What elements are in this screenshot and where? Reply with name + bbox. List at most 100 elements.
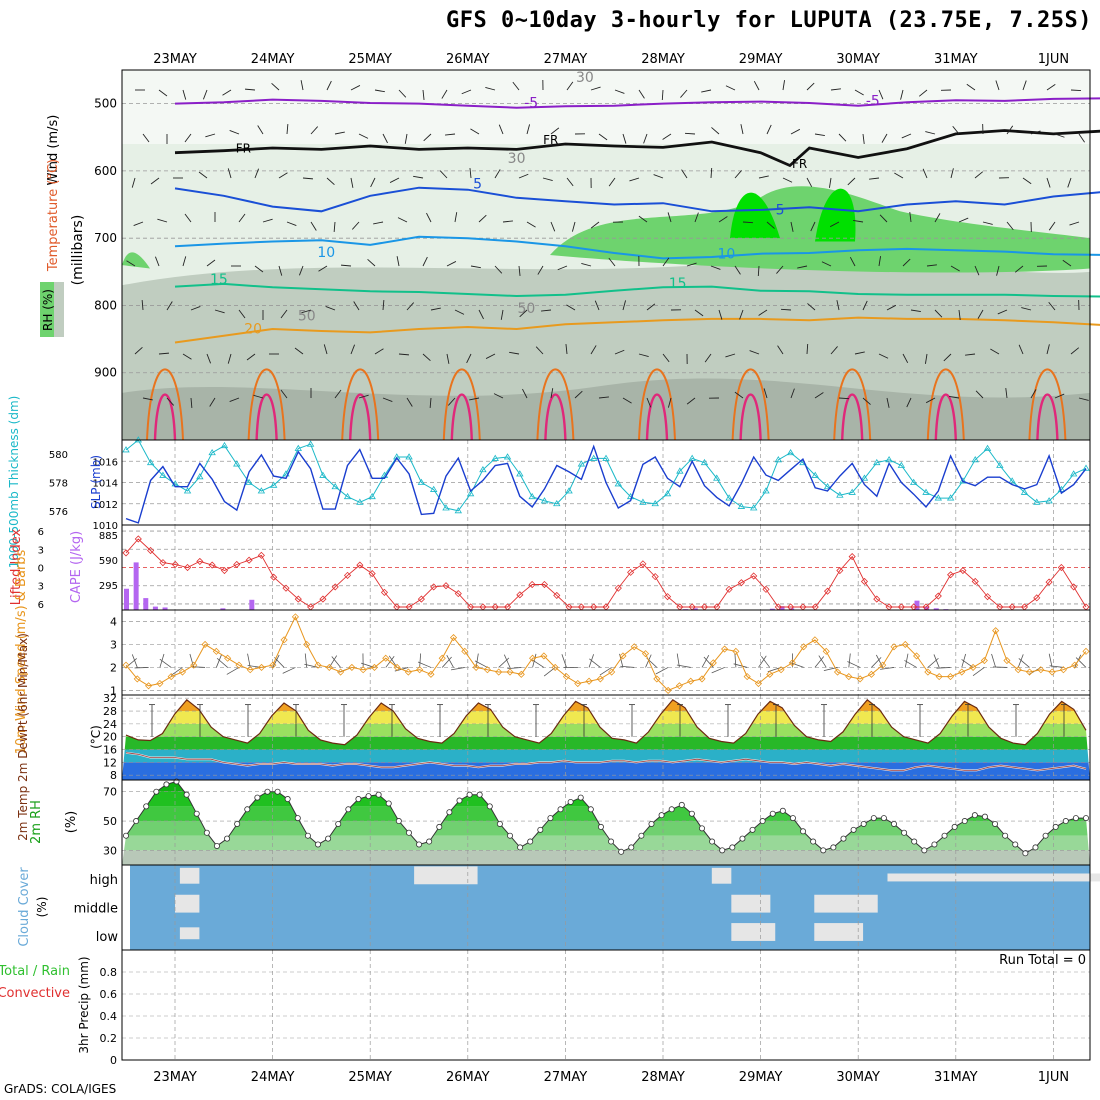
lifted-index-marker bbox=[762, 585, 770, 593]
rh-marker bbox=[304, 832, 311, 839]
wind-barb bbox=[704, 353, 712, 363]
wind10-barb bbox=[936, 667, 951, 669]
wind-barb bbox=[806, 343, 809, 355]
wind-barb bbox=[718, 309, 723, 320]
wind-barb bbox=[878, 89, 884, 100]
wind-barb bbox=[718, 216, 728, 223]
wind10-marker bbox=[190, 661, 198, 669]
thickness-marker bbox=[873, 458, 881, 466]
rh-marker bbox=[911, 838, 918, 845]
lifted-index-marker bbox=[454, 590, 462, 598]
lifted-index-marker bbox=[245, 556, 253, 564]
slp-tick-label: 1012 bbox=[93, 500, 118, 511]
wind10-barb bbox=[758, 655, 767, 668]
thickness-label: 1000-500mb Thickness (dm) bbox=[7, 396, 21, 569]
rh-marker bbox=[395, 818, 402, 825]
isotherm-25-loop bbox=[442, 368, 481, 441]
precip-tick-label: 0.6 bbox=[100, 988, 118, 1001]
lifted-index-marker bbox=[356, 561, 364, 569]
wind10-marker bbox=[1082, 647, 1090, 655]
wind-barb bbox=[950, 265, 960, 272]
wind-barb bbox=[828, 177, 832, 188]
thickness-marker bbox=[306, 440, 315, 447]
wind-barb bbox=[271, 82, 280, 91]
wind-barb bbox=[836, 300, 840, 311]
wind-barb bbox=[638, 353, 649, 358]
wind10-marker bbox=[619, 652, 627, 660]
rh2m-label: 2m RH bbox=[29, 800, 44, 844]
wind-barb bbox=[280, 309, 288, 319]
wind10-marker bbox=[370, 663, 379, 671]
wind-barb bbox=[1078, 397, 1089, 401]
lifted-index-marker bbox=[257, 551, 265, 559]
wind-barb bbox=[1070, 89, 1082, 91]
wind10-marker bbox=[766, 670, 774, 678]
wind-barb bbox=[206, 259, 216, 267]
wind10-marker bbox=[291, 613, 299, 621]
wind10-barb bbox=[272, 654, 280, 668]
wind-barb bbox=[1048, 221, 1056, 231]
wind-barb bbox=[879, 214, 888, 223]
isotherm-label: -5 bbox=[524, 96, 538, 112]
wind-barb bbox=[404, 133, 408, 144]
wind-barb bbox=[1018, 344, 1024, 355]
wind10-barb bbox=[734, 653, 737, 668]
wind-barb bbox=[518, 173, 529, 179]
rh-marker bbox=[850, 826, 857, 833]
rh-band-low bbox=[122, 378, 1090, 440]
wind-barb bbox=[608, 177, 616, 187]
rh-legend-swatch-2 bbox=[54, 282, 64, 337]
thickness-marker bbox=[405, 453, 413, 460]
cape-bar bbox=[933, 608, 939, 610]
rh-marker bbox=[385, 800, 392, 807]
thickness-marker bbox=[245, 478, 253, 485]
wind-barb bbox=[302, 177, 314, 180]
wind10-marker bbox=[427, 670, 435, 678]
lifted-index-marker bbox=[171, 560, 179, 569]
wind-barb bbox=[526, 221, 536, 228]
wind-barb bbox=[782, 80, 786, 91]
chart-title: GFS 0~10day 3-hourly for LUPUTA (23.75E,… bbox=[445, 8, 1092, 33]
wind10-marker bbox=[743, 673, 751, 681]
lifted-index-marker bbox=[1057, 563, 1065, 572]
wind-barb bbox=[667, 397, 672, 408]
wind-barb bbox=[406, 397, 413, 407]
thickness-marker bbox=[639, 498, 647, 505]
isotherm-label: 5 bbox=[473, 176, 482, 192]
wind-barb bbox=[209, 397, 216, 407]
lifted-index-marker bbox=[208, 561, 216, 569]
wind-barb bbox=[806, 177, 813, 188]
wind10-marker bbox=[178, 668, 187, 676]
lifted-index-marker bbox=[417, 595, 425, 603]
rh-marker bbox=[719, 847, 726, 854]
rh-marker bbox=[355, 796, 362, 803]
wind10-marker bbox=[879, 661, 887, 669]
wind-barb bbox=[550, 388, 554, 399]
thickness-marker bbox=[196, 473, 204, 480]
wind10-barb bbox=[507, 667, 522, 670]
lifted-index-marker bbox=[663, 593, 672, 601]
wind-barb bbox=[995, 80, 1000, 91]
wind-barb bbox=[254, 168, 260, 179]
wind10-marker bbox=[1059, 666, 1067, 674]
cape-bar bbox=[124, 588, 129, 610]
wind-barb bbox=[710, 265, 721, 270]
thickness-marker bbox=[663, 490, 672, 497]
wind-barb bbox=[478, 309, 484, 320]
wind10-marker bbox=[359, 666, 367, 674]
rh-marker bbox=[527, 838, 534, 845]
wind-barb bbox=[862, 300, 868, 311]
wind-barb bbox=[454, 212, 458, 223]
wind-barb bbox=[622, 300, 627, 311]
wind10-barb bbox=[131, 654, 138, 668]
wind10-marker bbox=[675, 682, 683, 690]
wind10-marker bbox=[1071, 661, 1079, 669]
top-day-label: 26MAY bbox=[446, 52, 490, 67]
wind-tick-label: 1 bbox=[110, 684, 117, 697]
wind-barb bbox=[740, 124, 744, 135]
rh-tick-label: 70 bbox=[103, 786, 117, 799]
wind-barb bbox=[413, 175, 424, 179]
wind-barb bbox=[485, 353, 496, 359]
cloud-gap bbox=[414, 866, 478, 885]
bottom-day-label: 26MAY bbox=[446, 1070, 490, 1085]
